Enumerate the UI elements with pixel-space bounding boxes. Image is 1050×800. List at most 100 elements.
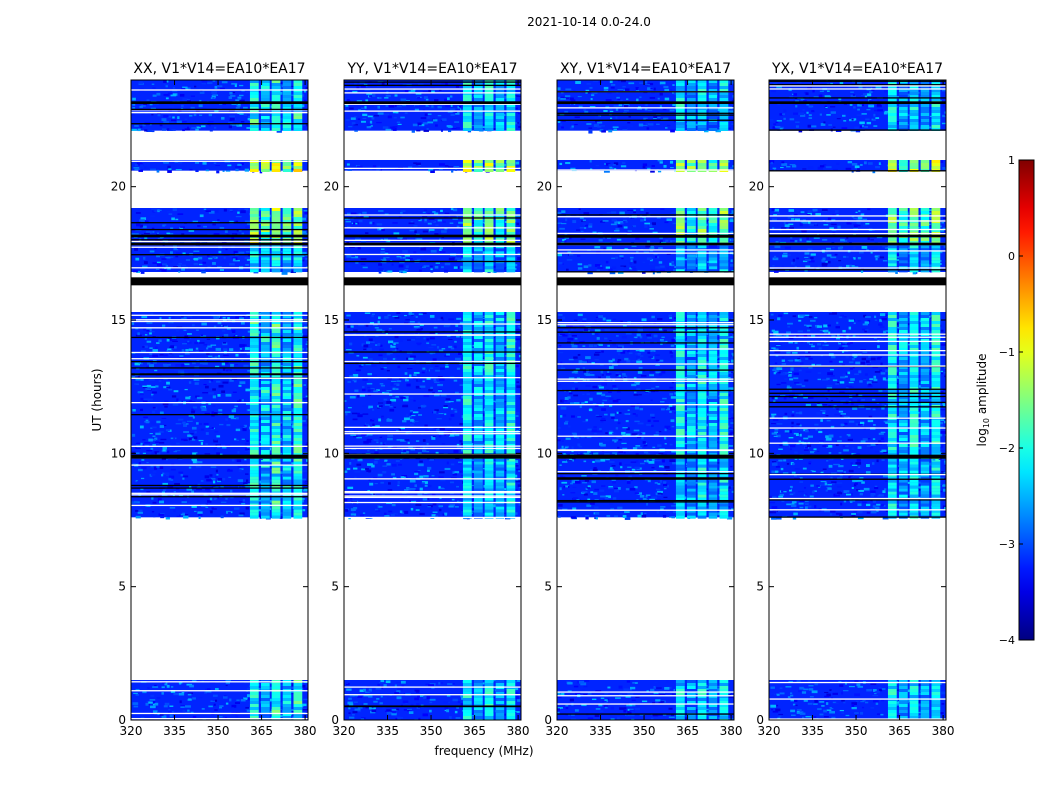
noise-speck (226, 510, 230, 514)
channel-row (495, 467, 505, 471)
noise-speck (211, 210, 215, 213)
noise-speck (345, 228, 351, 230)
noise-speck (357, 414, 363, 418)
noise-speck (167, 128, 170, 131)
noise-speck (303, 687, 308, 690)
channel-row (271, 232, 281, 235)
noise-speck (355, 237, 359, 239)
noise-speck (222, 381, 229, 384)
noise-speck (223, 333, 229, 337)
channel-row (271, 384, 281, 387)
noise-speck (152, 686, 159, 688)
noise-speck (376, 389, 380, 391)
noise-speck (192, 494, 196, 498)
noise-speck (228, 125, 233, 129)
channel-row (271, 698, 281, 701)
noise-speck (423, 265, 430, 267)
noise-speck (169, 714, 173, 718)
noise-speck (366, 463, 373, 466)
channel-row (462, 257, 472, 261)
channel-row (260, 488, 270, 492)
noise-speck (195, 350, 199, 354)
noise-speck (212, 256, 217, 259)
noise-speck (380, 259, 387, 262)
flag-line (344, 490, 521, 493)
noise-speck (450, 414, 455, 417)
noise-speck (241, 502, 246, 505)
noise-speck (358, 324, 365, 327)
channel-row (495, 381, 505, 384)
noise-speck (152, 501, 157, 504)
noise-speck (414, 472, 419, 476)
noise-speck (386, 256, 390, 259)
x-tick-label: 380 (294, 724, 317, 738)
flag-line (344, 496, 521, 499)
channel-row (271, 354, 281, 357)
noise-speck (418, 217, 421, 220)
channel-row (506, 211, 516, 214)
noise-speck (195, 110, 200, 113)
noise-speck (448, 318, 454, 321)
noise-speck (439, 251, 446, 253)
channel-row (282, 405, 292, 408)
noise-speck (195, 465, 202, 468)
noise-speck (153, 362, 157, 364)
noise-speck (492, 417, 498, 420)
noise-speck (437, 108, 442, 111)
channel-row (249, 686, 259, 689)
noise-speck (156, 465, 160, 468)
noise-speck (163, 363, 167, 366)
channel-row (484, 345, 494, 348)
noise-speck (167, 92, 173, 95)
channel-row (495, 503, 505, 507)
noise-speck (221, 390, 226, 394)
noise-speck (369, 120, 373, 124)
channel-row (473, 485, 483, 489)
channel-row (282, 315, 292, 318)
noise-speck (471, 715, 475, 719)
noise-speck (163, 120, 170, 124)
noise-speck (147, 687, 150, 689)
noise-speck (214, 209, 219, 213)
channel-row (462, 506, 472, 510)
channel-row (249, 381, 259, 384)
channel-row (271, 95, 281, 98)
noise-speck (133, 270, 138, 273)
channel-row (495, 263, 505, 267)
noise-speck (367, 390, 371, 392)
channel-row (260, 686, 270, 689)
noise-speck (134, 500, 138, 503)
channel-row (249, 263, 259, 267)
channel-row (293, 260, 303, 264)
noise-speck (427, 222, 432, 225)
channel-row (495, 692, 505, 695)
channel-row (271, 408, 281, 411)
noise-speck (393, 406, 397, 408)
noise-speck (350, 117, 356, 120)
channel-row (484, 692, 494, 695)
channel-row (282, 92, 292, 95)
noise-speck (150, 312, 154, 316)
noise-speck (170, 227, 174, 230)
channel-row (249, 426, 259, 429)
noise-speck (224, 230, 228, 233)
channel-row (293, 506, 303, 510)
channel-row (260, 83, 270, 86)
noise-speck (196, 329, 199, 331)
noise-speck (450, 328, 457, 330)
noise-speck (428, 389, 434, 392)
channel-row (271, 464, 281, 468)
noise-speck (217, 266, 222, 268)
noise-speck (139, 224, 144, 228)
flag-line (131, 681, 308, 683)
channel-row (249, 473, 259, 477)
noise-speck (143, 103, 148, 106)
flag-line (131, 690, 308, 692)
channel-row (462, 479, 472, 483)
noise-speck (430, 87, 435, 89)
noise-speck (445, 398, 451, 401)
channel-row (249, 405, 259, 408)
channel-row (484, 698, 494, 701)
noise-speck (426, 116, 430, 119)
noise-speck (365, 381, 369, 385)
